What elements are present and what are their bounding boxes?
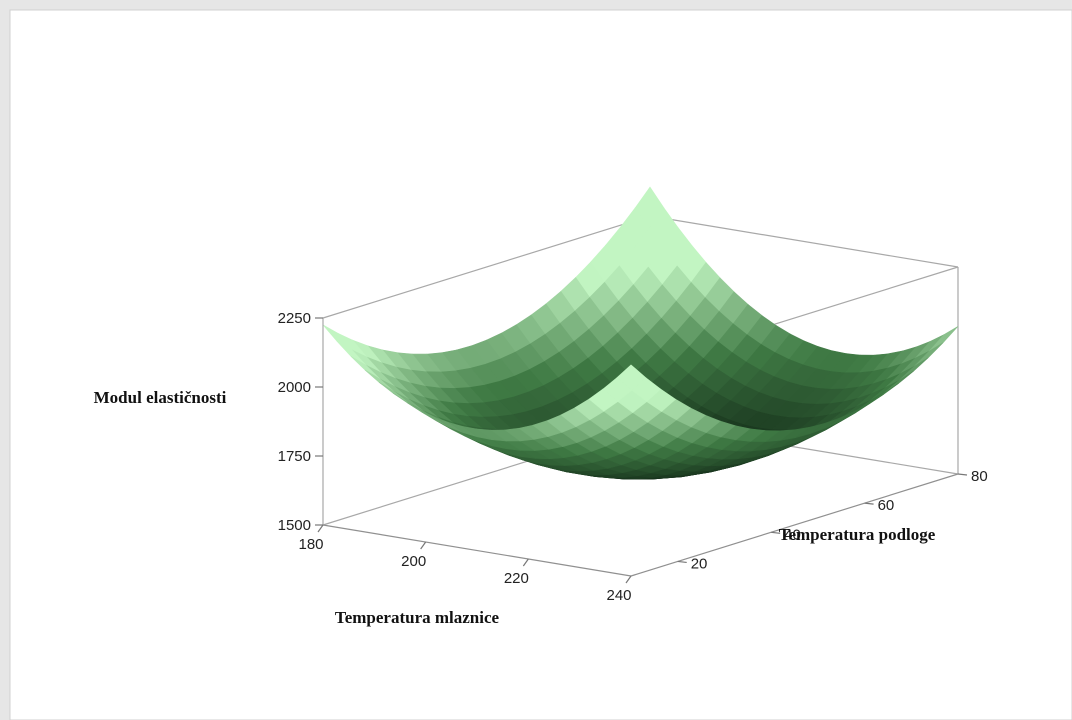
x-tick-label: 240: [606, 587, 631, 604]
box-edge-front-bottom: [322, 524, 632, 577]
y-tick: [864, 502, 874, 505]
z-tick-label: 2000: [278, 379, 311, 396]
box-edge-back-top: [649, 215, 959, 268]
axis-ticks: 1500 1750 2000 2250 180 200 220 240 20 40 60 80: [278, 310, 988, 604]
y-tick: [677, 560, 687, 564]
z-tick-label: 2250: [278, 310, 311, 327]
surface-facet: [616, 364, 647, 391]
x-tick: [625, 575, 632, 584]
axes-box-front: [322, 318, 959, 577]
x-tick: [522, 558, 529, 567]
y-axis-label: Temperatura podloge: [779, 525, 936, 544]
x-tick: [317, 524, 324, 533]
x-axis-label: Temperatura mlaznice: [335, 608, 500, 627]
x-tick: [420, 541, 427, 550]
y-tick-label: 20: [691, 555, 708, 572]
y-tick-label: 60: [878, 497, 895, 514]
y-tick: [771, 531, 781, 534]
y-tick-label: 40: [784, 526, 801, 543]
x-tick-label: 200: [401, 553, 426, 570]
y-tick-label: 80: [971, 468, 988, 485]
x-tick-label: 180: [298, 536, 323, 553]
box-edge-left-top: [322, 215, 651, 319]
y-tick: [957, 473, 968, 476]
z-tick-label: 1750: [278, 448, 311, 465]
x-tick-label: 220: [504, 570, 529, 587]
z-tick-label: 1500: [278, 517, 311, 534]
response-surface: [322, 186, 959, 480]
box-edge-right-bottom: [630, 473, 959, 577]
z-axis-label: Modul elastičnosti: [94, 388, 227, 407]
